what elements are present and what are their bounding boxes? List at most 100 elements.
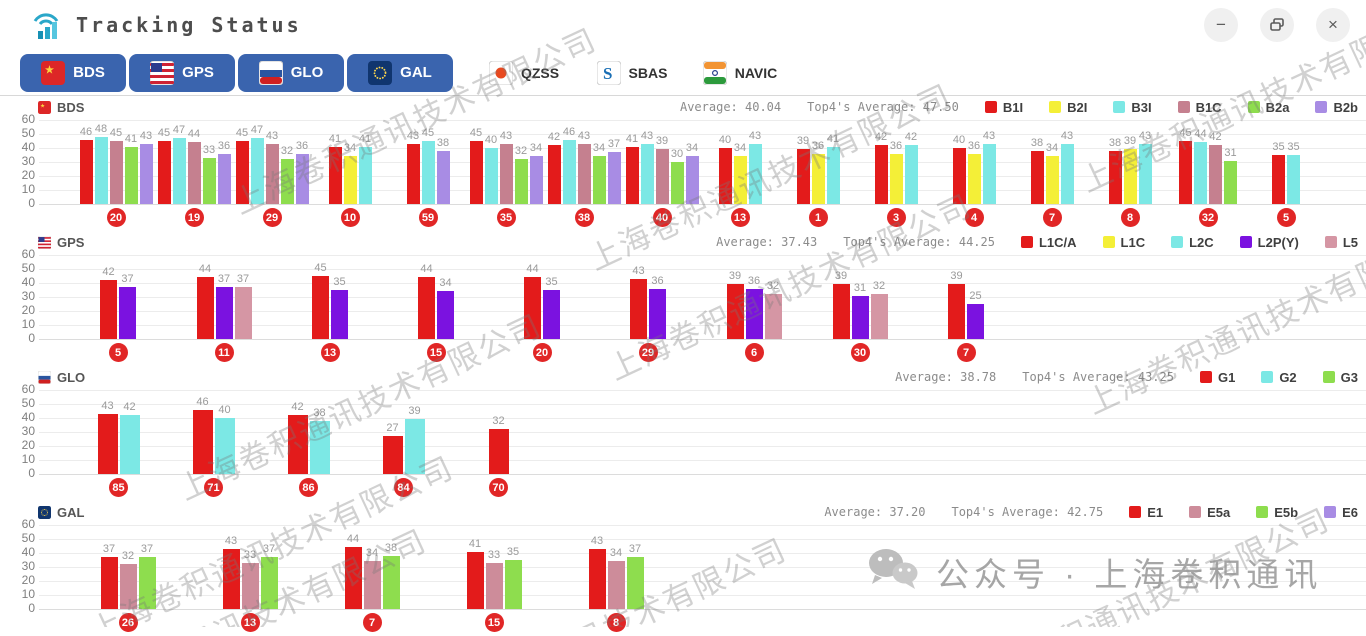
bar-value: 36 [811, 139, 825, 152]
gridline [39, 311, 1366, 312]
bar-B1C: 43 [265, 130, 279, 204]
y-axis-tick: 10 [21, 587, 35, 601]
bar-value: 43 [406, 129, 420, 142]
bar-B3I: 48 [94, 123, 108, 204]
bar-value: 44 [187, 128, 201, 141]
bar-value: 38 [1108, 136, 1122, 149]
bar-G1: 42 [287, 401, 308, 474]
bar-value: 25 [969, 290, 982, 302]
prn-badge: 59 [418, 208, 438, 227]
bar-value: 32 [872, 280, 886, 293]
bar-value: 35 [333, 276, 346, 288]
tab-gps[interactable]: GPS [129, 53, 235, 92]
prn-badge: 15 [484, 613, 504, 632]
bar-L5: 32 [870, 280, 888, 339]
sbas-logo-icon: S [596, 60, 621, 85]
prn-slot: 11 [171, 343, 277, 362]
bar-value: 34 [365, 547, 379, 560]
bar-value: 43 [590, 534, 604, 547]
bar-L1C/A: 39 [832, 270, 850, 339]
gridline [39, 134, 1366, 135]
bar-group-prn-7: 44 34 38 [311, 525, 433, 609]
bar-B3I: 43 [1060, 130, 1074, 204]
bar-B2a: 41 [124, 133, 138, 204]
prn-badge: 30 [850, 343, 870, 362]
restore-button[interactable] [1260, 8, 1294, 42]
prn-slot: 85 [71, 478, 166, 497]
bar-group-prn-13: 43 33 37 [189, 525, 311, 609]
bar-value: 43 [632, 264, 645, 277]
y-axis-tick: 0 [28, 196, 35, 210]
svg-text:S: S [603, 64, 612, 83]
close-button[interactable]: × [1316, 8, 1350, 42]
bar-value: 44 [198, 263, 212, 276]
bar-groups: 43 42 46 40 42 38 27 39 32 [42, 390, 546, 474]
bar-B1C: 39 [655, 135, 669, 204]
bar-group-prn-6: 39 36 32 [701, 255, 807, 339]
bar-value: 36 [295, 139, 309, 152]
y-axis-tick: 10 [21, 317, 35, 331]
bar-value: 32 [121, 550, 135, 563]
bar-value: 43 [139, 129, 153, 142]
bar-value: 39 [728, 270, 742, 283]
prn-slot: 13 [701, 208, 779, 227]
bar-L2P(Y): 31 [851, 282, 869, 339]
bar-B1I: 35 [1272, 141, 1285, 204]
bar-value: 45 [421, 127, 435, 139]
bar-B2I: 34 [343, 142, 357, 204]
gridline [39, 297, 1366, 298]
tab-label: GLO [290, 64, 324, 81]
bar-B3I: 45 [421, 127, 435, 204]
bar-value: 42 [102, 266, 115, 279]
bar-value: 34 [529, 142, 543, 155]
bar-B2I: 36 [889, 140, 903, 204]
gridline [39, 432, 1366, 433]
bar-group-prn-71: 46 40 [166, 390, 261, 474]
eu-flag-icon [368, 60, 393, 85]
bar-L2P(Y): 36 [745, 275, 763, 339]
bar-value: 43 [499, 129, 513, 142]
tab-qzss[interactable]: QZSS [470, 54, 578, 92]
bar-value: 35 [506, 546, 520, 558]
bar-B1I: 46 [79, 126, 93, 204]
bar-value: 37 [236, 273, 250, 286]
bar-E1: 37 [100, 543, 118, 609]
bar-value: 42 [874, 131, 888, 144]
bar-L5: 32 [764, 280, 782, 339]
y-axis-tick: 30 [21, 289, 35, 303]
legend-item-B1C: B1C [1177, 100, 1222, 115]
bar-L2P(Y): 35 [543, 276, 560, 339]
gridline [39, 269, 1366, 270]
minimize-button[interactable]: − [1204, 8, 1238, 42]
bar-group-prn-13: 40 34 43 [701, 120, 779, 204]
prn-slot: 8 [555, 613, 677, 632]
tab-sbas[interactable]: S SBAS [578, 54, 686, 92]
prn-slot: 71 [166, 478, 261, 497]
glo-chart-plot: 0 10 20 30 40 50 60 43 42 46 40 42 38 27 39 32 [22, 382, 1366, 480]
prn-slot: 32 [1169, 208, 1247, 227]
bar-value: 44 [346, 533, 360, 546]
tab-navic[interactable]: NAVIC [686, 54, 794, 92]
legend-label: L2C [1189, 234, 1214, 250]
legend-label: E5b [1274, 504, 1299, 520]
tab-bds[interactable]: ★ BDS [20, 53, 126, 92]
bar-B2a: 31 [1224, 147, 1237, 204]
y-axis-tick: 40 [21, 140, 35, 154]
tab-gal[interactable]: GAL [347, 53, 453, 92]
top4-average-label: Top4's Average: 43.25 [1022, 370, 1174, 384]
prn-slot: 70 [451, 478, 546, 497]
bar-B1I: 40 [718, 134, 732, 204]
legend-item-B2b: B2b [1315, 100, 1358, 115]
prn-slot: 29 [233, 208, 311, 227]
y-axis-tick: 40 [21, 275, 35, 289]
bar-value: 39 [1123, 135, 1137, 148]
legend-label: L2P(Y) [1257, 234, 1299, 250]
bar-value: 40 [952, 134, 966, 146]
bar-value: 38 [436, 136, 450, 149]
tab-glo[interactable]: GLO [238, 53, 344, 92]
bar-B2a: 34 [592, 142, 606, 204]
prn-slot: 10 [311, 208, 389, 227]
svg-text:★: ★ [45, 65, 54, 76]
legend-swatch [984, 101, 997, 113]
tab-label: BDS [73, 64, 105, 81]
